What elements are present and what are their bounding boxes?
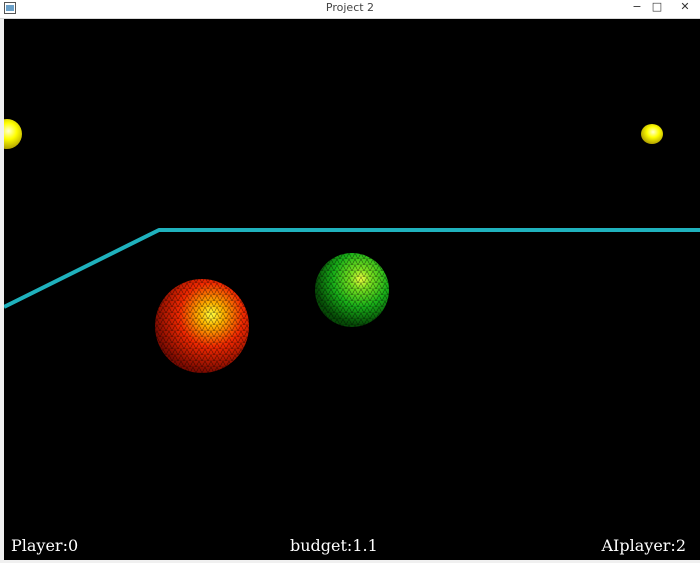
- window-title: Project 2: [325, 1, 375, 14]
- game-scene: [4, 119, 700, 373]
- yellow-ball-right: [641, 124, 663, 144]
- ai-player-score: AIplayer:2: [601, 536, 687, 555]
- track-line: [4, 228, 700, 309]
- red-ball: [155, 279, 249, 373]
- budget-readout: budget:1.1: [290, 536, 378, 555]
- maximize-button[interactable]: □: [651, 0, 663, 13]
- title-bar[interactable]: Project 2 − □ ✕: [0, 0, 700, 19]
- green-ball: [315, 253, 389, 327]
- app-icon[interactable]: [4, 2, 16, 14]
- game-viewport[interactable]: Player:0 budget:1.1 AIplayer:2: [4, 19, 700, 560]
- yellow-ball-left: [4, 119, 22, 149]
- player-score: Player:0: [11, 536, 79, 555]
- minimize-button[interactable]: −: [632, 0, 642, 13]
- close-button[interactable]: ✕: [680, 0, 690, 13]
